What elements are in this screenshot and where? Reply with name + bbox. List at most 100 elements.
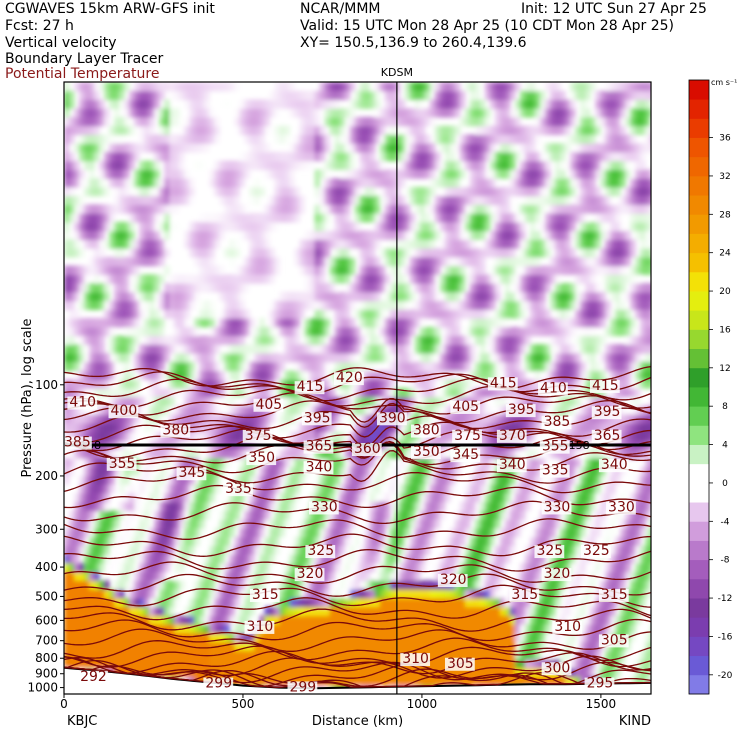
- w-cell: [129, 335, 135, 345]
- w-cell: [344, 615, 351, 625]
- w-cell: [249, 466, 256, 477]
- w-cell: [394, 641, 401, 651]
- w-cell: [164, 116, 170, 127]
- w-cell: [94, 99, 100, 109]
- w-cell: [334, 116, 341, 127]
- w-cell: [409, 221, 416, 232]
- w-cell: [484, 510, 491, 520]
- w-cell: [169, 667, 175, 678]
- w-cell: [159, 449, 165, 459]
- w-cell: [224, 221, 230, 232]
- w-cell: [99, 597, 105, 608]
- w-cell: [384, 204, 391, 214]
- w-cell: [349, 361, 356, 372]
- w-cell: [204, 475, 210, 485]
- w-cell: [249, 143, 256, 153]
- w-cell: [409, 274, 416, 284]
- w-cell: [99, 361, 105, 372]
- w-cell: [259, 422, 266, 433]
- w-cell: [84, 519, 90, 529]
- w-cell: [209, 248, 215, 258]
- w-cell: [284, 519, 291, 529]
- w-cell: [369, 186, 376, 197]
- w-cell: [414, 143, 421, 153]
- w-cell: [149, 422, 155, 433]
- w-cell: [114, 396, 120, 407]
- w-cell: [89, 597, 95, 608]
- w-cell: [189, 641, 195, 651]
- w-cell: [344, 274, 351, 284]
- w-cell: [274, 510, 281, 520]
- w-cell: [354, 431, 361, 442]
- w-cell: [174, 597, 180, 608]
- w-cell: [339, 361, 346, 372]
- w-cell: [189, 632, 195, 643]
- w-cell: [79, 151, 85, 162]
- w-cell: [264, 510, 271, 520]
- w-cell: [364, 475, 371, 485]
- w-cell: [444, 405, 451, 415]
- w-cell: [379, 318, 386, 328]
- w-cell: [459, 379, 466, 389]
- w-cell: [69, 239, 75, 249]
- w-cell: [259, 318, 266, 328]
- w-cell: [94, 536, 100, 546]
- w-cell: [64, 589, 70, 599]
- w-cell: [424, 519, 431, 529]
- w-cell: [279, 641, 286, 651]
- w-cell: [234, 248, 240, 258]
- w-cell: [389, 300, 396, 310]
- w-cell: [94, 659, 100, 669]
- w-cell: [394, 90, 401, 101]
- w-cell: [294, 151, 301, 162]
- w-cell: [249, 492, 256, 503]
- w-cell: [159, 519, 165, 529]
- w-cell: [299, 475, 306, 485]
- w-cell: [449, 309, 456, 319]
- w-cell: [404, 318, 411, 328]
- w-cell: [64, 580, 70, 590]
- w-cell: [279, 580, 286, 590]
- w-cell: [379, 160, 386, 171]
- w-cell: [379, 379, 386, 389]
- w-cell: [139, 169, 145, 179]
- w-cell: [399, 361, 406, 372]
- w-cell: [384, 195, 391, 205]
- w-cell: [129, 414, 135, 424]
- w-cell: [309, 641, 316, 651]
- w-cell: [409, 370, 416, 380]
- w-cell: [439, 178, 446, 188]
- w-cell: [289, 641, 296, 651]
- w-cell: [374, 274, 381, 284]
- w-cell: [174, 405, 180, 415]
- w-cell: [274, 659, 281, 669]
- w-cell: [64, 361, 70, 372]
- w-cell: [439, 589, 446, 599]
- w-cell: [129, 562, 135, 573]
- w-cell: [124, 554, 130, 564]
- w-cell: [464, 597, 471, 608]
- w-cell: [369, 457, 376, 468]
- w-cell: [369, 134, 376, 144]
- w-cell: [264, 361, 271, 372]
- w-cell: [294, 300, 301, 310]
- w-cell: [219, 274, 225, 284]
- w-cell: [224, 615, 230, 625]
- w-cell: [259, 239, 266, 249]
- w-cell: [64, 379, 70, 389]
- w-cell: [404, 344, 411, 354]
- w-cell: [484, 545, 491, 555]
- w-cell: [409, 326, 416, 337]
- w-cell: [399, 580, 406, 590]
- w-cell: [334, 457, 341, 468]
- w-cell: [449, 283, 456, 293]
- w-cell: [364, 632, 371, 643]
- w-cell: [79, 422, 85, 433]
- w-cell: [289, 501, 296, 511]
- w-cell: [454, 361, 461, 372]
- w-cell: [339, 318, 346, 328]
- w-cell: [414, 283, 421, 293]
- w-cell: [159, 82, 165, 92]
- w-cell: [169, 414, 175, 424]
- w-cell: [149, 449, 155, 459]
